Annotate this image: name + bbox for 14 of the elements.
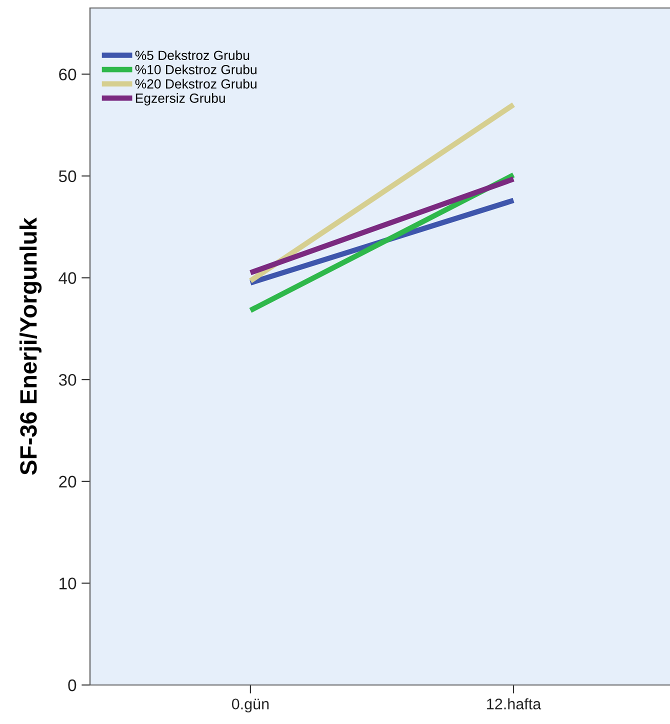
legend-label: Egzersiz Grubu bbox=[136, 93, 225, 106]
legend-label: %5 Dekstroz Grubu bbox=[135, 50, 250, 60]
y-tick-label: 0 bbox=[68, 679, 76, 692]
y-tick-label: 40 bbox=[58, 272, 76, 284]
y-tick-label: 60 bbox=[59, 68, 76, 80]
legend-label: %10 Dekstroz Grubu bbox=[135, 64, 256, 74]
y-tick-label: 30 bbox=[58, 374, 76, 386]
y-tick-label: 50 bbox=[58, 170, 76, 182]
x-tick-label: 0.gün bbox=[232, 698, 269, 712]
legend-label: %20 Dekstroz Grubu bbox=[135, 78, 256, 89]
x-tick-label: 12.hafta bbox=[487, 698, 542, 710]
y-tick-label: 10 bbox=[60, 578, 76, 590]
y-tick-label: 20 bbox=[59, 476, 76, 488]
y-axis-title: SF-36 Enerji/Yorgunluk bbox=[19, 217, 42, 475]
